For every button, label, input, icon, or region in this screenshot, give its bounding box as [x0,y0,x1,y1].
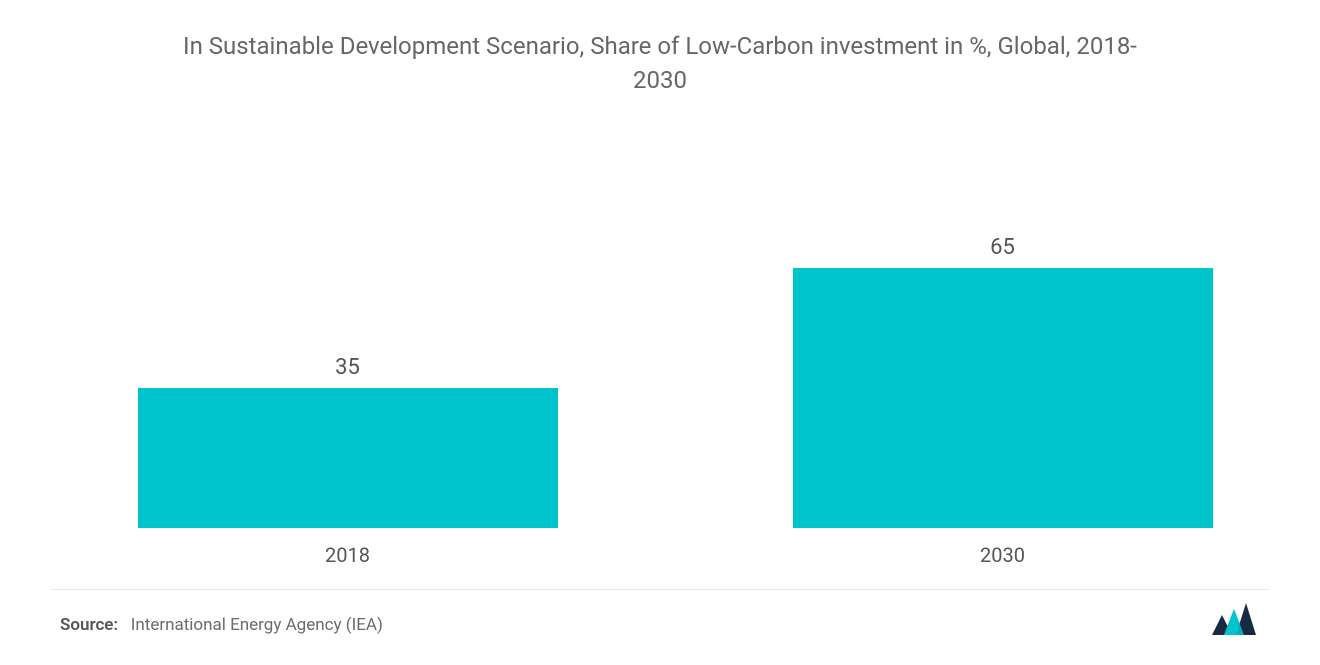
brand-logo-icon [1212,603,1260,635]
chart-title: In Sustainable Development Scenario, Sha… [160,30,1160,97]
footer: Source: International Energy Agency (IEA… [60,603,1260,635]
bar-group-1: 65 2030 [793,235,1213,567]
bar-value-1: 65 [990,235,1015,260]
source-value [122,615,130,635]
source-label: Source: [60,615,118,635]
bar-1 [793,268,1213,528]
chart-container: In Sustainable Development Scenario, Sha… [0,0,1320,665]
bar-label-1: 2030 [980,543,1025,567]
plot-area: 35 2018 65 2030 [130,167,1220,567]
source-text: Source: International Energy Agency (IEA… [60,615,383,635]
footer-divider [50,589,1270,590]
source-org: International Energy Agency (IEA) [131,615,383,635]
bar-label-0: 2018 [325,543,370,567]
bar-0 [138,388,558,528]
bar-group-0: 35 2018 [138,355,558,567]
bar-value-0: 35 [335,355,360,380]
